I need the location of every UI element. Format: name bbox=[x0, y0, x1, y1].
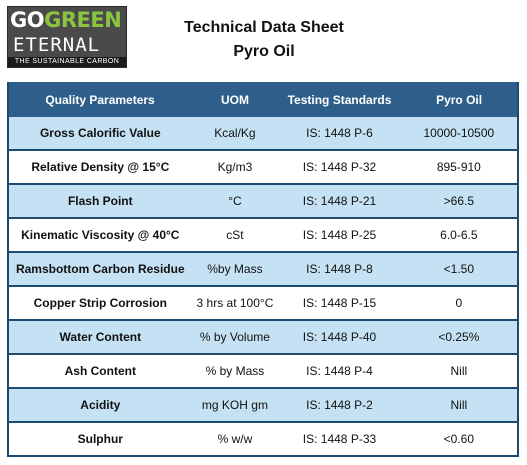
standard-cell: IS: 1448 P-15 bbox=[278, 286, 401, 321]
table-row: Relative Density @ 15°C Kg/m3 IS: 1448 P… bbox=[8, 150, 518, 185]
table-row: Kinematic Viscosity @ 40°C cSt IS: 1448 … bbox=[8, 218, 518, 253]
value-cell: 0 bbox=[400, 286, 518, 321]
value-cell: <0.60 bbox=[400, 422, 518, 457]
uom-cell: 3 hrs at 100°C bbox=[191, 286, 279, 321]
uom-cell: cSt bbox=[191, 218, 279, 253]
logo-wordmark-bottom: ETERNAL bbox=[13, 34, 101, 56]
parameter-cell: Kinematic Viscosity @ 40°C bbox=[8, 218, 192, 253]
logo-tagline: THE SUSTAINABLE CARBON bbox=[8, 57, 126, 67]
standard-cell: IS: 1448 P-40 bbox=[278, 320, 401, 355]
table-row: Gross Calorific Value Kcal/Kg IS: 1448 P… bbox=[8, 116, 518, 151]
uom-cell: Kcal/Kg bbox=[191, 116, 279, 151]
value-cell: 10000-10500 bbox=[400, 116, 518, 151]
column-header: Pyro Oil bbox=[400, 82, 519, 117]
uom-cell: Kg/m3 bbox=[191, 150, 279, 185]
parameter-cell: Relative Density @ 15°C bbox=[8, 150, 192, 185]
standard-cell: IS: 1448 P-6 bbox=[278, 116, 401, 151]
parameter-cell: Ash Content bbox=[8, 354, 192, 389]
value-cell: >66.5 bbox=[400, 184, 518, 219]
value-cell: <1.50 bbox=[400, 252, 518, 287]
table-row: Sulphur % w/w IS: 1448 P-33 <0.60 bbox=[8, 422, 518, 457]
parameter-cell: Ramsbottom Carbon Residue bbox=[8, 252, 192, 287]
table-row: Acidity mg KOH gm IS: 1448 P-2 Nill bbox=[8, 388, 518, 423]
value-cell: Nill bbox=[400, 388, 518, 423]
uom-cell: %by Mass bbox=[191, 252, 279, 287]
uom-cell: °C bbox=[191, 184, 279, 219]
value-cell: 6.0-6.5 bbox=[400, 218, 518, 253]
standard-cell: IS: 1448 P-8 bbox=[278, 252, 401, 287]
parameter-cell: Flash Point bbox=[8, 184, 192, 219]
table-row: Water Content % by Volume IS: 1448 P-40 … bbox=[8, 320, 518, 355]
column-header: UOM bbox=[191, 82, 279, 117]
uom-cell: mg KOH gm bbox=[191, 388, 279, 423]
parameter-cell: Gross Calorific Value bbox=[8, 116, 192, 151]
uom-cell: % by Mass bbox=[191, 354, 279, 389]
logo-text-green: GREEN bbox=[44, 8, 122, 32]
parameter-cell: Copper Strip Corrosion bbox=[8, 286, 192, 321]
column-header: Quality Parameters bbox=[7, 82, 193, 117]
table-row: Flash Point °C IS: 1448 P-21 >66.5 bbox=[8, 184, 518, 219]
table-header-row: Quality Parameters UOM Testing Standards… bbox=[7, 82, 519, 117]
value-cell: 895-910 bbox=[400, 150, 518, 185]
standard-cell: IS: 1448 P-4 bbox=[278, 354, 401, 389]
table-row: Ash Content % by Mass IS: 1448 P-4 Nill bbox=[8, 354, 518, 389]
column-header: Testing Standards bbox=[277, 82, 402, 117]
company-logo: GOGREEN ETERNAL THE SUSTAINABLE CARBON bbox=[7, 6, 127, 68]
standard-cell: IS: 1448 P-33 bbox=[278, 422, 401, 457]
parameter-cell: Sulphur bbox=[8, 422, 192, 457]
parameter-cell: Water Content bbox=[8, 320, 192, 355]
data-sheet-table: Quality Parameters UOM Testing Standards… bbox=[7, 82, 519, 457]
data-sheet-table-container: Quality Parameters UOM Testing Standards… bbox=[7, 82, 519, 457]
standard-cell: IS: 1448 P-21 bbox=[278, 184, 401, 219]
value-cell: Nill bbox=[400, 354, 518, 389]
uom-cell: % by Volume bbox=[191, 320, 279, 355]
value-cell: <0.25% bbox=[400, 320, 518, 355]
table-row: Ramsbottom Carbon Residue %by Mass IS: 1… bbox=[8, 252, 518, 287]
page-subtitle: Pyro Oil bbox=[233, 43, 295, 60]
page-title: Technical Data Sheet bbox=[184, 19, 344, 36]
standard-cell: IS: 1448 P-25 bbox=[278, 218, 401, 253]
uom-cell: % w/w bbox=[191, 422, 279, 457]
standard-cell: IS: 1448 P-32 bbox=[278, 150, 401, 185]
parameter-cell: Acidity bbox=[8, 388, 192, 423]
logo-text-go: GO bbox=[10, 8, 45, 32]
standard-cell: IS: 1448 P-2 bbox=[278, 388, 401, 423]
logo-wordmark-top: GOGREEN bbox=[10, 8, 122, 32]
table-row: Copper Strip Corrosion 3 hrs at 100°C IS… bbox=[8, 286, 518, 321]
